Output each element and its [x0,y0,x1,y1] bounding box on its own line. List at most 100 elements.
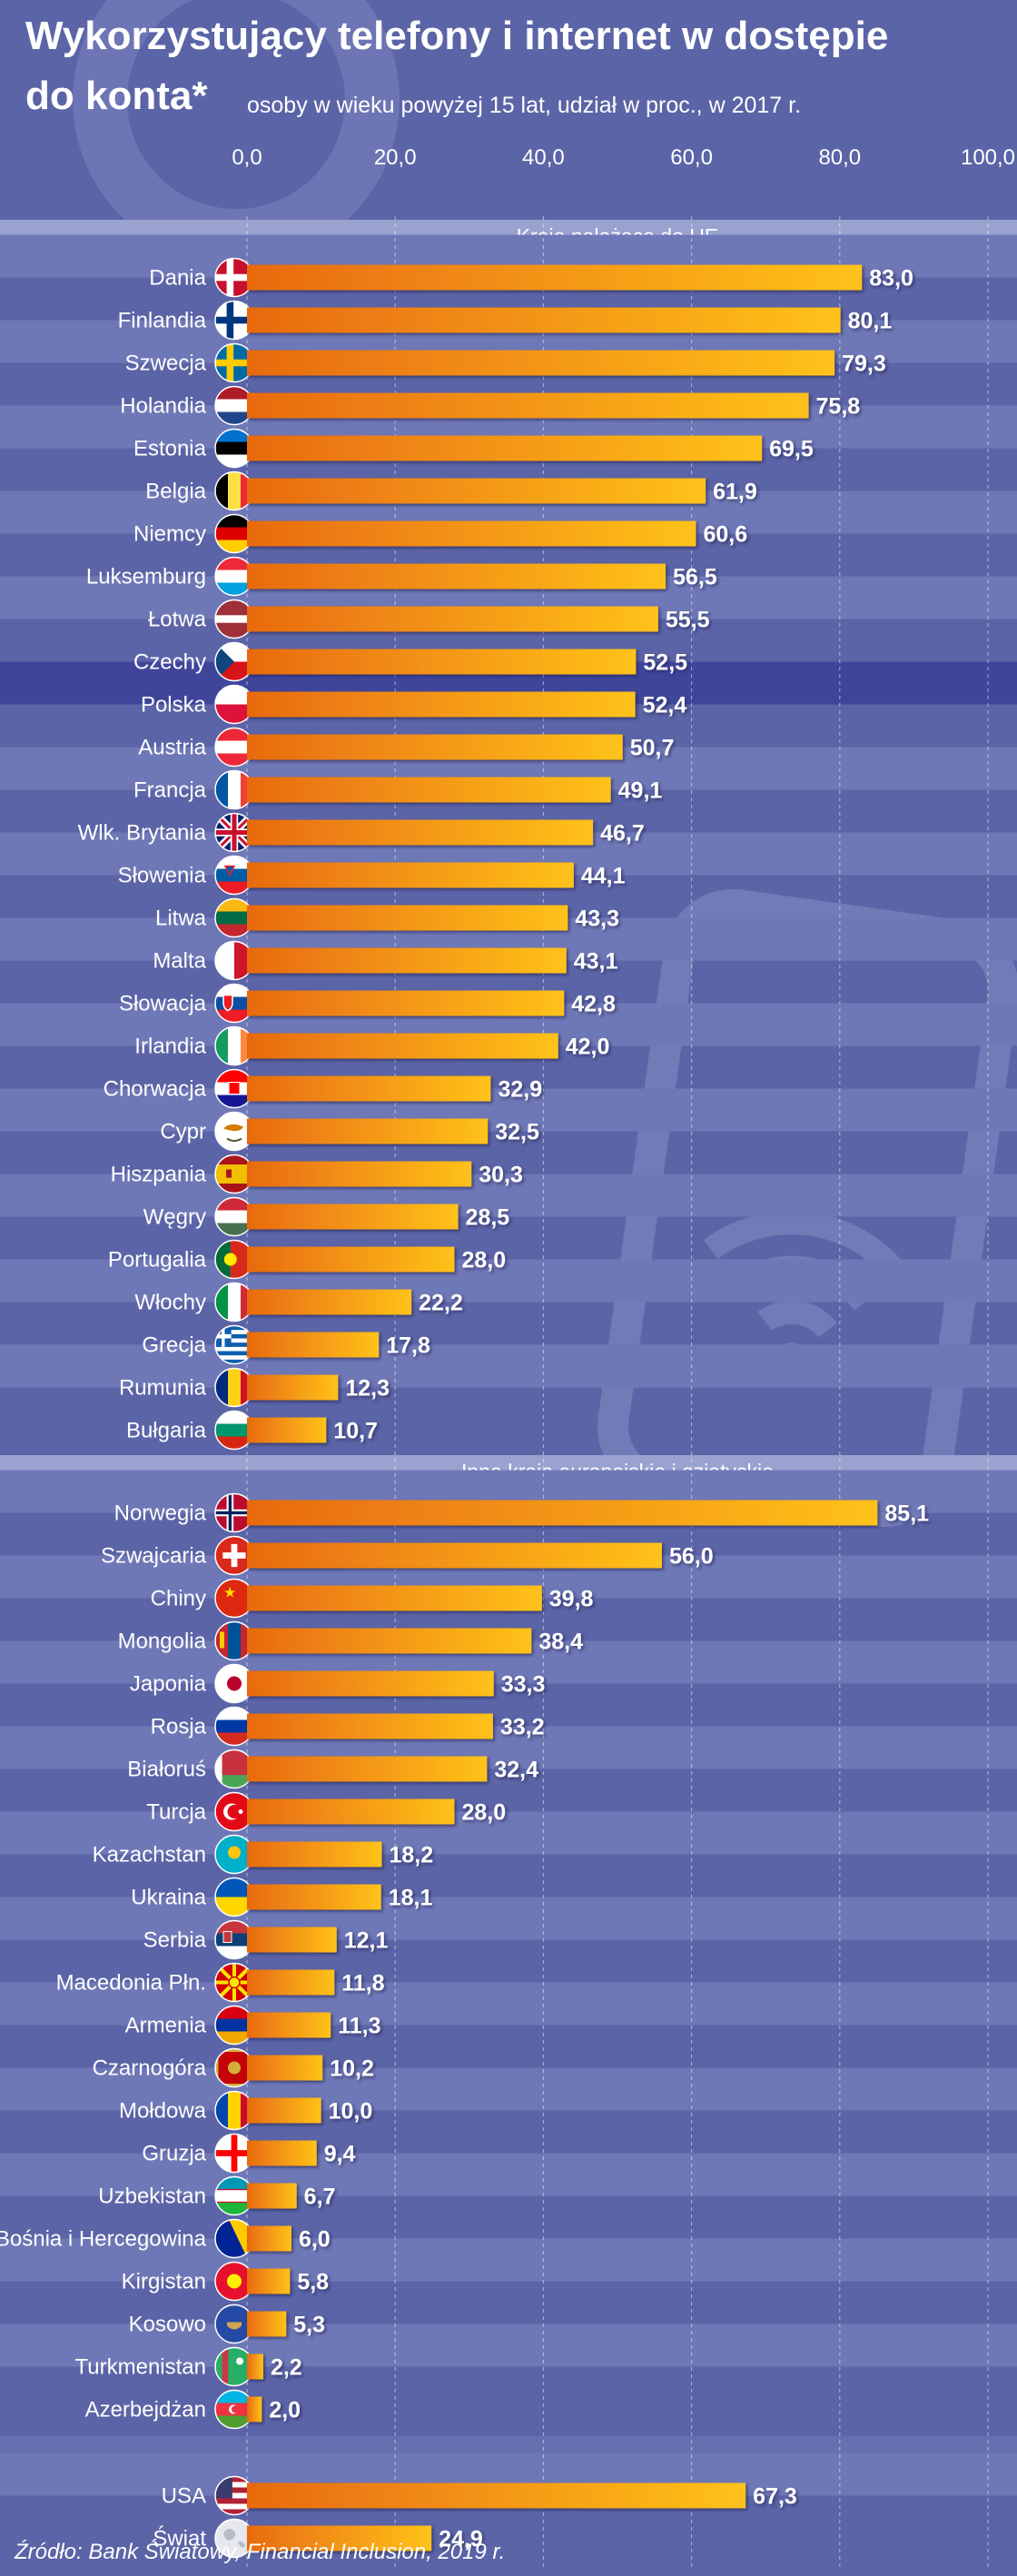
row-background [0,2323,1017,2367]
data-label: 42,8 [571,992,616,1017]
bar [247,649,637,675]
category-label: Chiny [151,1587,206,1611]
category-label: Szwajcaria [101,1544,207,1569]
bar [247,1927,337,1953]
category-label: Bułgaria [126,1419,207,1443]
data-label: 50,7 [630,736,675,761]
croatia-flag [214,1068,254,1109]
data-label: 10,2 [330,2056,374,2082]
category-label: Szwecja [125,352,207,376]
category-label: Uzbekistan [98,2185,206,2209]
category-label: Mongolia [118,1630,207,1654]
data-label: 56,5 [673,565,717,590]
category-label: Włochy [134,1291,206,1315]
x-axis-tick-label: 80,0 [818,145,862,170]
data-label: 60,6 [703,522,747,548]
bar [247,905,568,931]
bar [247,1670,494,1697]
data-label: 33,2 [500,1715,545,1740]
data-label: 69,5 [769,437,814,462]
category-label: Węgry [143,1205,206,1230]
bar-row [0,1811,1017,1855]
category-label: Macedonia Płn. [56,1971,206,1996]
data-label: 44,1 [581,864,626,889]
category-label: Francja [133,778,207,803]
bar [247,307,841,333]
category-label: Luksemburg [86,565,206,590]
row-background [0,1726,1017,1769]
germany-flag [214,513,254,554]
data-label: 39,8 [549,1587,594,1612]
category-label: Norwegia [114,1501,207,1526]
spain-flag [214,1154,254,1194]
azerbaijan-flag [214,2389,254,2430]
bar-row [0,1088,1017,1132]
row-background [0,1174,1017,1217]
data-label: 18,1 [389,1886,433,1911]
category-label: Dania [149,266,206,291]
bar [247,1841,382,1868]
czechia-flag [214,641,254,682]
data-label: 6,7 [304,2185,336,2210]
x-axis-tick-label: 40,0 [522,145,565,170]
data-label: 10,7 [333,1419,378,1444]
data-label: 9,4 [324,2142,356,2167]
bar [247,777,611,803]
bar-row [0,1982,1017,2026]
category-label: Belgia [145,480,206,504]
bulgaria-flag [214,1410,254,1451]
data-label: 10,0 [329,2099,373,2125]
data-label: 17,8 [386,1333,430,1359]
row-background [0,2067,1017,2111]
row-background [0,2238,1017,2282]
category-label: Czarnogóra [93,2056,207,2081]
data-label: 80,1 [848,309,893,334]
data-label: 46,7 [600,821,645,847]
category-label: Świat [153,2526,206,2551]
data-label: 2,2 [271,2355,302,2381]
category-label: Ukraina [131,1886,206,1910]
bar-row [0,1259,1017,1303]
row-background [0,1259,1017,1303]
data-label: 79,3 [842,352,886,377]
bar-row [0,1726,1017,1769]
bar [247,862,574,888]
data-label: 32,4 [494,1758,538,1783]
data-label: 32,5 [495,1120,539,1145]
bar [247,2311,287,2337]
bar [247,350,835,376]
category-label: Kirgistan [122,2270,206,2294]
category-label: Czechy [133,650,206,675]
bar [247,520,696,547]
data-label: 42,0 [566,1035,610,1060]
data-label: 33,3 [501,1672,546,1698]
category-label: Rosja [151,1715,207,1739]
data-label: 32,9 [498,1077,542,1103]
austria-flag [214,727,254,768]
category-label: Finlandia [118,309,207,333]
bar [247,392,809,419]
category-label: Austria [138,736,206,760]
category-label: Litwa [155,907,207,931]
bar [247,990,565,1016]
bar [247,1713,493,1739]
category-label: Azerbejdżan [85,2398,206,2422]
bar [247,1798,455,1825]
category-label: Grecja [142,1333,206,1358]
bar [247,435,763,461]
category-label: Turkmenistan [75,2355,207,2380]
bar [247,1500,878,1526]
lithuania-flag [214,897,254,938]
category-label: Malta [153,949,206,974]
data-label: 55,5 [666,608,710,633]
estonia-flag [214,428,254,469]
bar [247,1332,380,1358]
bar [247,1246,455,1273]
category-label: Irlandia [134,1035,206,1059]
data-label: 18,2 [390,1843,434,1868]
x-axis-tick-label: 0,0 [232,145,262,170]
category-label: USA [162,2484,206,2509]
bar-row [0,2238,1017,2282]
bar [247,1289,412,1315]
